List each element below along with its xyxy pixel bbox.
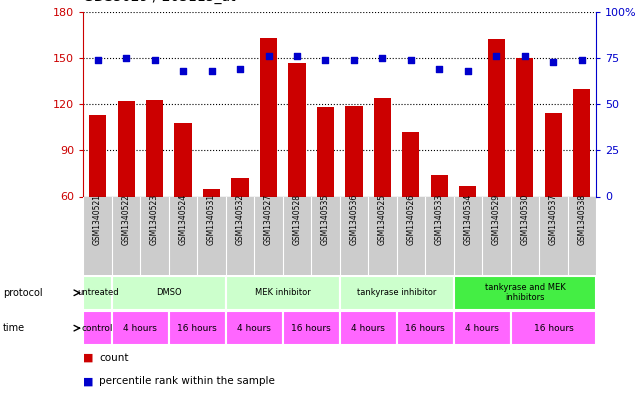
Text: 4 hours: 4 hours [237,324,271,332]
Text: time: time [3,323,26,333]
Point [463,68,473,74]
Text: 16 hours: 16 hours [405,324,445,332]
Point [320,57,331,63]
Text: tankyrase inhibitor: tankyrase inhibitor [357,288,437,297]
Text: GDS5029 / 203115_at: GDS5029 / 203115_at [83,0,236,4]
Text: ■: ■ [83,353,94,363]
Bar [112,276,226,310]
Point [491,53,501,59]
Bar [340,276,454,310]
Point [206,68,217,74]
Point [92,57,103,63]
Point [548,59,558,65]
Bar [231,178,249,196]
Bar [288,62,306,196]
Bar [117,101,135,196]
Bar [517,58,533,196]
Bar [283,311,340,345]
Bar [345,106,363,196]
Text: protocol: protocol [3,288,43,298]
Bar [203,189,220,196]
Bar [260,38,277,197]
Text: DMSO: DMSO [156,288,181,297]
Text: MEK inhibitor: MEK inhibitor [255,288,311,297]
Text: 4 hours: 4 hours [123,324,157,332]
Bar [83,311,112,345]
Bar [89,115,106,196]
Bar [174,123,192,196]
Text: percentile rank within the sample: percentile rank within the sample [99,376,275,386]
Bar [573,89,590,196]
Point [378,55,388,61]
Bar [454,311,511,345]
Bar [488,40,505,197]
Point [349,57,359,63]
Bar [545,113,562,196]
Bar [340,311,397,345]
Point [520,53,530,59]
Bar [403,132,419,196]
Bar [460,186,476,196]
Bar [112,311,169,345]
Text: untreated: untreated [77,288,119,297]
Text: ■: ■ [83,376,94,386]
Text: 4 hours: 4 hours [465,324,499,332]
Bar [454,276,596,310]
Point [149,57,160,63]
Bar [317,107,334,196]
Bar [226,311,283,345]
Text: count: count [99,353,129,363]
Text: 16 hours: 16 hours [178,324,217,332]
Bar [146,99,163,196]
Text: 4 hours: 4 hours [351,324,385,332]
Point [235,66,245,72]
Point [406,57,416,63]
Point [577,57,587,63]
Point [178,68,188,74]
Bar [397,311,454,345]
Text: 16 hours: 16 hours [292,324,331,332]
Bar [226,276,340,310]
Text: tankyrase and MEK
inhibitors: tankyrase and MEK inhibitors [485,283,565,303]
Point [435,66,445,72]
Bar [511,311,596,345]
Point [292,53,302,59]
Bar [83,276,112,310]
Text: 16 hours: 16 hours [533,324,573,332]
Point [263,53,274,59]
Bar [374,98,391,196]
Bar [169,311,226,345]
Text: control: control [82,324,113,332]
Bar [431,175,448,196]
Point [121,55,131,61]
